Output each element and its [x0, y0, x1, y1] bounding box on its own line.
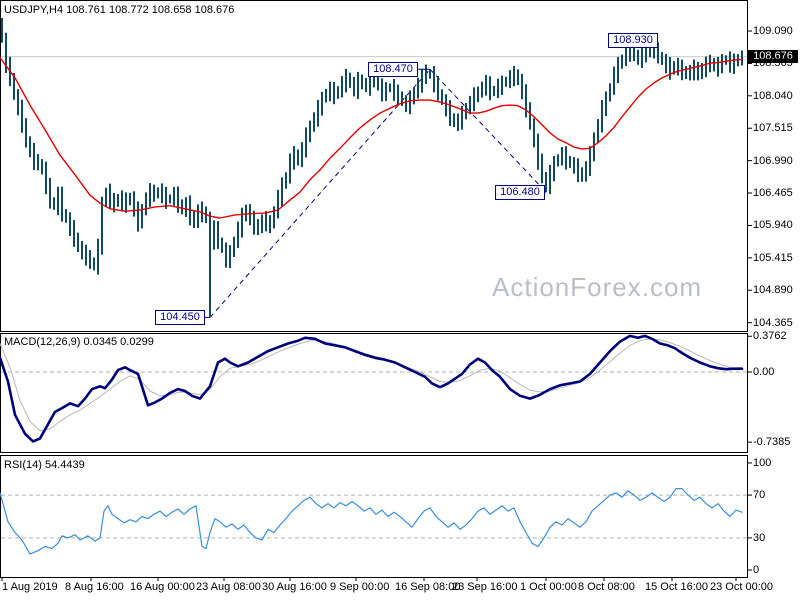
axis-tick-label: 104.365: [753, 316, 793, 329]
axis-tick-label: 30: [753, 531, 766, 544]
macd-panel-border: [0, 333, 748, 453]
date-tick-label: 8 Aug 16:00: [65, 581, 124, 593]
macd-main-line: [0, 334, 744, 443]
trendline-dashed: [209, 68, 431, 318]
axis-tick-label: 104.890: [753, 284, 793, 297]
rsi-indicator-label: RSI(14) 54.4439: [4, 459, 85, 471]
axis-tick-label: 108.040: [753, 89, 793, 102]
date-tick-label: 16 Sep 08:00: [395, 581, 461, 593]
rsi-line: [0, 488, 743, 555]
axis-tick-label: 109.090: [753, 25, 793, 37]
axis-tick-label: 0.00: [753, 366, 775, 378]
date-tick-label: 9 Sep 00:00: [330, 581, 390, 593]
rsi-panel-border: [0, 455, 748, 578]
axis-tick-label: 107.515: [753, 122, 793, 135]
axis-tick-label: 106.465: [753, 187, 793, 200]
axis-tick-label: -0.7385: [753, 436, 791, 449]
candlesticks: [1, 18, 743, 318]
date-tick-label: 23 Sep 16:00: [452, 581, 518, 593]
axis-tick-label: 105.415: [753, 251, 793, 264]
symbol-ohlc-title: USDJPY,H4 108.761 108.772 108.658 108.67…: [4, 4, 235, 16]
current-price-tag: 108.676: [748, 50, 798, 63]
actionforex-watermark: ActionForex.com: [492, 272, 703, 302]
date-tick-label: 8 Oct 08:00: [578, 581, 635, 593]
date-tick-label: 1 Aug 2019: [2, 581, 58, 593]
macd-indicator-label: MACD(12,26,9) 0.0345 0.0299: [4, 336, 154, 348]
axis-tick-label: 105.940: [753, 219, 793, 232]
date-tick-label: 16 Aug 00:00: [130, 581, 195, 593]
date-tick-label: 23 Aug 08:00: [196, 581, 261, 593]
date-tick-label: 23 Oct 00:00: [710, 581, 773, 593]
axis-tick-label: 0.3762: [753, 330, 787, 343]
trendline-dashed: [429, 68, 547, 193]
price-annotation: 108.930: [608, 33, 658, 49]
axis-tick-label: 108.565: [753, 57, 793, 70]
main-panel-border: [0, 0, 748, 332]
price-annotation: 108.470: [368, 61, 418, 77]
date-tick-label: 15 Oct 16:00: [645, 581, 708, 593]
axis-tick-label: 106.990: [753, 154, 793, 167]
moving-average-line: [0, 56, 743, 219]
macd-signal-line: [0, 338, 741, 432]
date-tick-label: 1 Oct 00:00: [520, 581, 577, 593]
date-tick-label: 30 Aug 16:00: [262, 581, 327, 593]
price-annotation: 104.450: [155, 309, 205, 325]
price-annotation: 106.480: [495, 184, 545, 200]
axis-tick-label: 100: [753, 456, 772, 469]
axis-tick-label: 0: [753, 564, 760, 576]
axis-tick-label: 70: [753, 489, 766, 502]
